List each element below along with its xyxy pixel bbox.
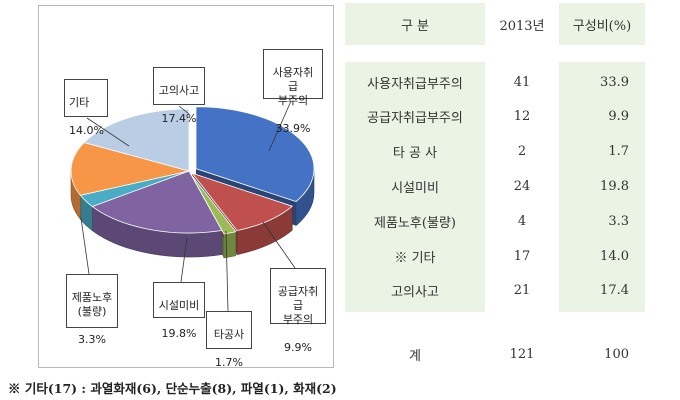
callout-label: 사용자취급 부주의 — [272, 66, 314, 107]
table-cell-count: 21 — [513, 283, 531, 299]
leader-line — [80, 217, 90, 275]
table-cell-ratio: 33.9 — [600, 74, 629, 90]
table-cell-count: 24 — [513, 178, 531, 194]
table-cell-count: 12 — [513, 109, 531, 125]
footnote: ※ 기타(17) : 과열화재(6), 단순누출(8), 파열(1), 화재(2… — [8, 381, 337, 396]
callout-supplier-negligence: 공급자취급 부주의 9.9% — [270, 268, 326, 354]
total-ratio: 100 — [604, 346, 629, 362]
pie-slice — [70, 142, 190, 196]
callout-user-negligence: 사용자취급 부주의 33.9% — [263, 49, 323, 135]
callout-label: 제품노후 (불량) — [71, 291, 113, 318]
callout-label: 고의사고 — [158, 84, 200, 97]
callout-other-construction: 타공사 1.7% — [206, 311, 252, 369]
callout-label: 타공사 — [213, 328, 245, 341]
table-cell-count: 41 — [513, 74, 531, 90]
pie-slice — [190, 174, 237, 235]
callout-facility-deficiency: 시설미비 19.8% — [153, 282, 205, 340]
table-cell-category: ※ 기타 — [394, 250, 436, 266]
callout-product-aging: 제품노후 (불량) 3.3% — [66, 274, 118, 346]
stats-table: 구 분 2013년 구성비(%) 사용자취급부주의 41 33.9 공급자취급부주의 1… — [345, 0, 645, 372]
table-cell-ratio: 1.7 — [608, 144, 629, 160]
ratio-column-bg — [559, 62, 645, 312]
total-label: 계 — [409, 348, 421, 364]
table-cell-category: 제품노후(불량) — [374, 215, 456, 231]
category-column-bg — [345, 62, 485, 312]
pie-slice — [195, 106, 315, 203]
header-year: 2013년 — [499, 18, 545, 34]
callout-percent: 1.7% — [215, 356, 243, 369]
callout-percent: 33.9% — [275, 122, 311, 135]
table-cell-count: 4 — [517, 213, 527, 229]
table-cell-ratio: 9.9 — [608, 109, 629, 125]
table-cell-category: 사용자취급부주의 — [367, 76, 463, 92]
leader-line — [262, 221, 296, 269]
table-cell-ratio: 17.4 — [600, 283, 629, 299]
table-cell-ratio: 14.0 — [600, 248, 629, 264]
table-cell-ratio: 3.3 — [608, 213, 629, 229]
table-cell-category: 공급자취급부주의 — [367, 111, 463, 127]
leader-line — [225, 230, 229, 312]
callout-percent: 9.9% — [284, 341, 312, 354]
pie-slice-side — [223, 231, 237, 259]
pie-chart-svg — [70, 100, 315, 312]
leader-line — [180, 237, 188, 283]
table-cell-category: 고의사고 — [391, 285, 439, 301]
callout-percent: 14.0% — [69, 124, 104, 137]
leader-line — [268, 100, 292, 152]
callout-percent: 19.8% — [161, 327, 197, 340]
header-category: 구 분 — [345, 3, 485, 45]
table-cell-count: 2 — [517, 144, 527, 160]
callout-etc: 기타 14.0% — [64, 79, 108, 137]
table-cell-count: 17 — [513, 248, 531, 264]
callout-percent: 17.4% — [161, 112, 197, 125]
table-cell-category: 시설미비 — [391, 180, 439, 196]
total-count: 121 — [509, 346, 535, 362]
pie-slice — [191, 172, 294, 232]
callout-label: 공급자취급 부주의 — [277, 285, 319, 326]
leader-line — [86, 117, 130, 147]
callout-percent: 3.3% — [78, 333, 106, 346]
pie-chart: 사용자취급 부주의 33.9% 공급자취급 부주의 9.9% 타공사 1.7% … — [38, 5, 334, 369]
header-ratio: 구성비(%) — [559, 3, 645, 45]
table-cell-category: 타 공 사 — [392, 146, 438, 162]
callout-intentional: 고의사고 17.4% — [153, 67, 205, 125]
callout-label: 시설미비 — [158, 299, 200, 312]
callout-label: 기타 — [69, 96, 90, 109]
pie-slice — [83, 108, 190, 172]
table-cell-ratio: 19.8 — [600, 178, 629, 194]
leader-line — [178, 105, 190, 115]
pie-slice — [91, 170, 223, 234]
